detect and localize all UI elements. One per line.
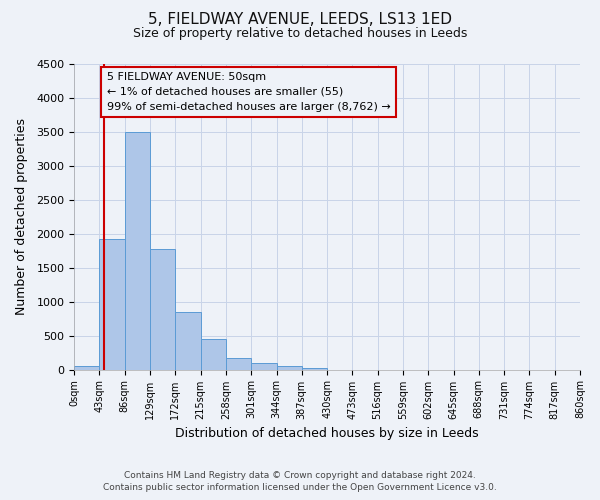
Bar [226, 358, 251, 370]
Bar [302, 368, 327, 370]
Bar [251, 363, 277, 370]
Text: Contains HM Land Registry data © Crown copyright and database right 2024.
Contai: Contains HM Land Registry data © Crown c… [103, 471, 497, 492]
Bar [74, 366, 100, 370]
Bar [175, 312, 200, 370]
Text: 5, FIELDWAY AVENUE, LEEDS, LS13 1ED: 5, FIELDWAY AVENUE, LEEDS, LS13 1ED [148, 12, 452, 28]
Text: Size of property relative to detached houses in Leeds: Size of property relative to detached ho… [133, 28, 467, 40]
Bar [200, 339, 226, 370]
Bar [125, 132, 150, 370]
Y-axis label: Number of detached properties: Number of detached properties [15, 118, 28, 316]
X-axis label: Distribution of detached houses by size in Leeds: Distribution of detached houses by size … [175, 427, 479, 440]
Bar [100, 238, 125, 370]
Bar [150, 248, 175, 370]
Text: 5 FIELDWAY AVENUE: 50sqm
← 1% of detached houses are smaller (55)
99% of semi-de: 5 FIELDWAY AVENUE: 50sqm ← 1% of detache… [107, 72, 390, 112]
Bar [277, 366, 302, 370]
